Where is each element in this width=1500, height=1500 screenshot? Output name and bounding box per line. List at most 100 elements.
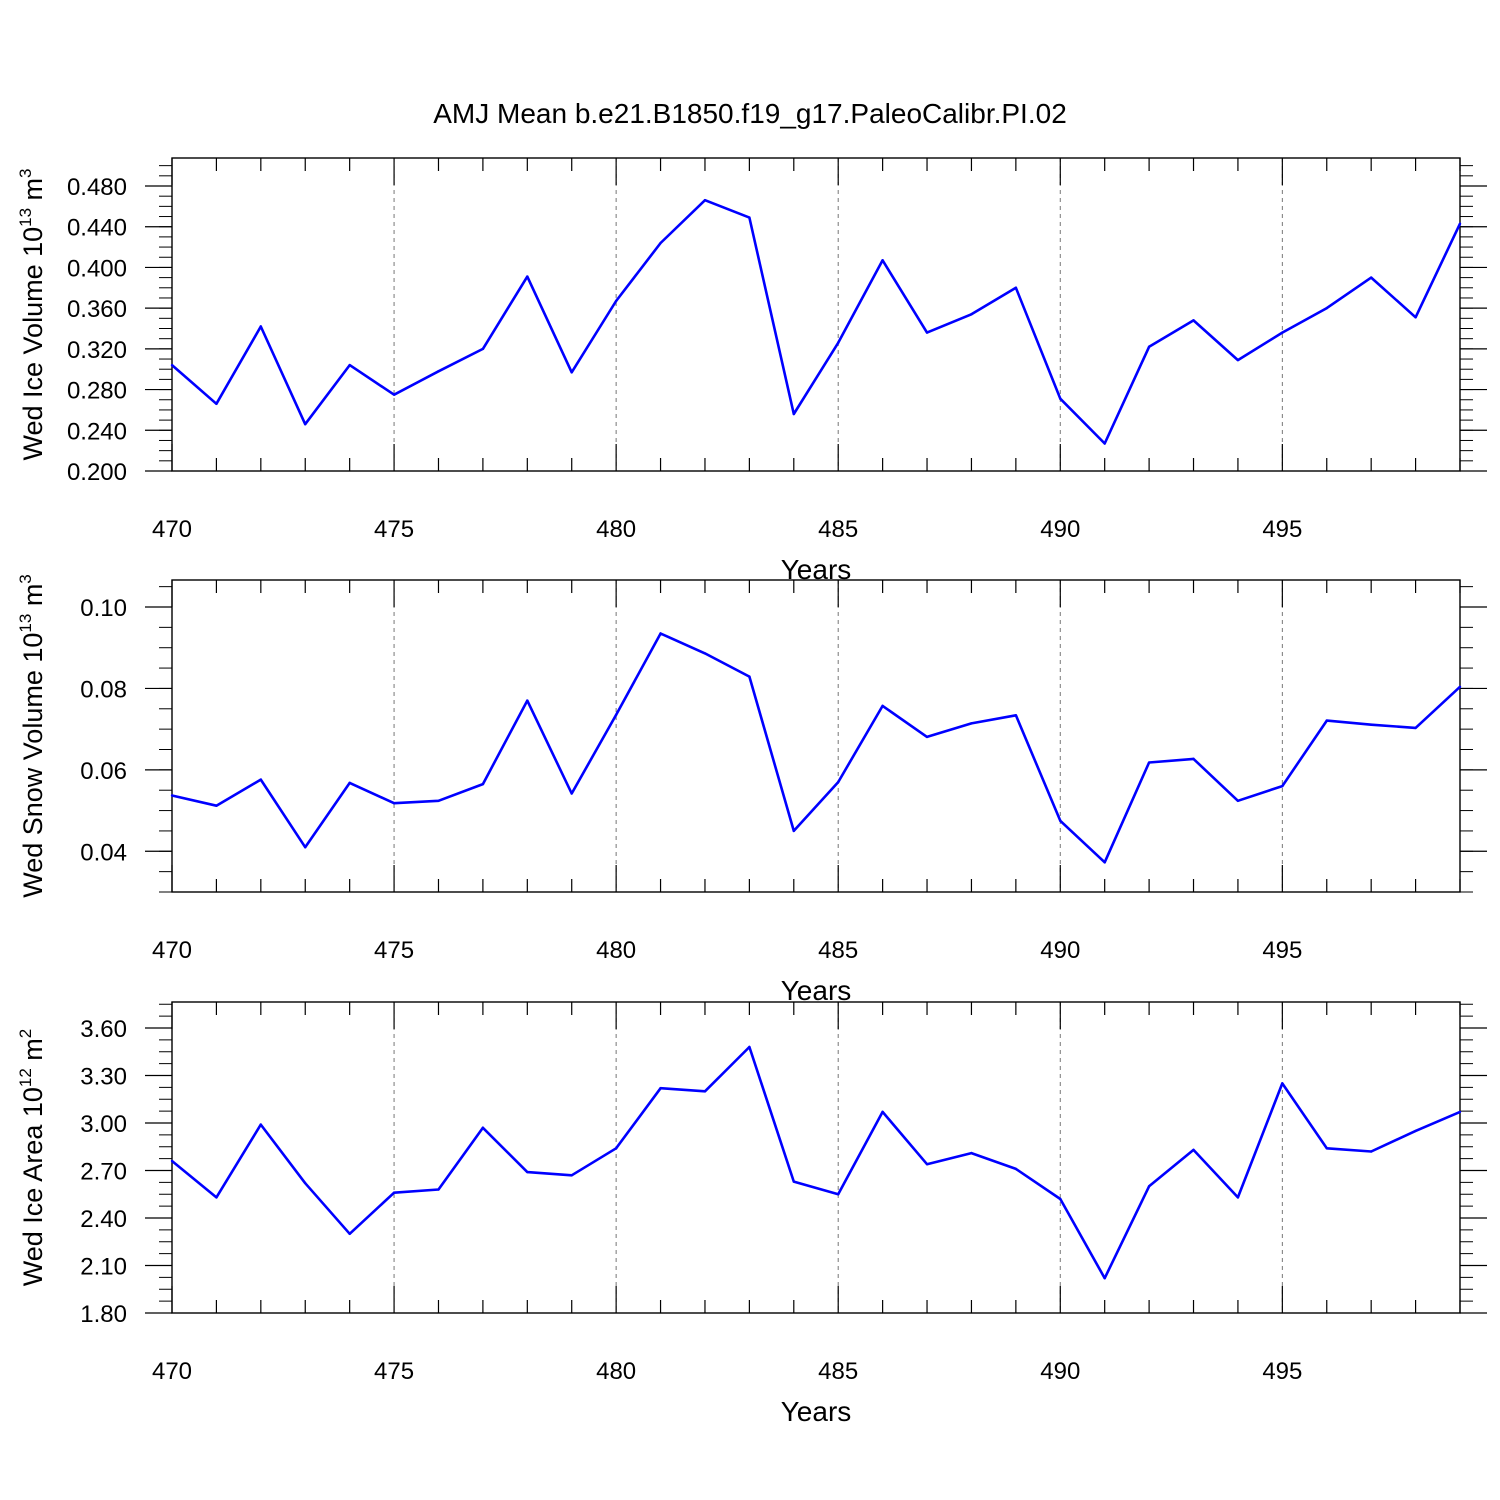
data-point: [1014, 1167, 1018, 1171]
y-tick-label: 0.240: [67, 418, 127, 445]
data-point: [1369, 276, 1373, 279]
plot-frame: [171, 157, 1461, 472]
x-tick-label: 490: [1040, 937, 1080, 964]
data-point: [437, 799, 440, 802]
data-point: [437, 370, 440, 373]
y-axis-label: Wed Snow Volume 1013 m3: [16, 574, 48, 898]
y-tick-label: 1.80: [80, 1301, 127, 1328]
y-tick-label: 2.70: [80, 1159, 127, 1186]
data-point: [526, 699, 529, 702]
data-point: [925, 735, 929, 739]
x-tick-label: 485: [818, 937, 858, 964]
data-point: [1147, 761, 1151, 764]
data-point: [348, 1232, 351, 1236]
data-point: [526, 1170, 529, 1174]
plot-frame: [171, 579, 1461, 893]
y-tick-label: 2.10: [80, 1254, 127, 1281]
data-point: [659, 1086, 662, 1090]
data-point: [837, 341, 840, 344]
data-point: [1103, 442, 1106, 445]
data-point: [1059, 1197, 1062, 1201]
data-point: [970, 722, 973, 725]
data-point: [259, 325, 263, 328]
data-point: [259, 1123, 263, 1126]
data-point: [215, 1196, 218, 1199]
panel-ice-volume: 470 475 480 485 490 495 0.200 0.240 0.280 0.320 0.…: [16, 157, 1487, 585]
data-point: [1059, 397, 1062, 400]
data-point: [1325, 306, 1328, 310]
y-tick-label: 0.04: [80, 839, 127, 866]
data-point: [1369, 723, 1373, 726]
series-line: [171, 632, 1461, 864]
x-tick-label: 475: [374, 1358, 414, 1385]
data-point: [1236, 358, 1240, 362]
panel-snow-volume: 470 475 480 485 490 495 0.04 0.06 0.08 0.10 Years W…: [16, 574, 1487, 1006]
data-point: [703, 199, 707, 202]
data-point: [792, 829, 795, 833]
data-point: [1325, 1147, 1328, 1150]
data-point: [792, 412, 795, 416]
data-point: [1014, 286, 1018, 289]
y-tick-label: 0.320: [67, 337, 127, 364]
data-point: [304, 422, 307, 426]
data-point: [570, 792, 573, 795]
data-point: [304, 1181, 307, 1185]
data-point: [614, 713, 618, 717]
x-tick-label: 490: [1040, 516, 1080, 543]
x-tick-label: 475: [374, 516, 414, 543]
data-point: [970, 313, 973, 316]
data-point: [570, 1174, 573, 1177]
y-tick-label: 0.200: [67, 459, 127, 486]
data-point: [1458, 1110, 1462, 1114]
data-point: [1414, 726, 1417, 730]
y-tick-label: 3.00: [80, 1111, 127, 1138]
x-tick-label: 495: [1262, 937, 1302, 964]
x-tick-label: 485: [818, 516, 858, 543]
data-point: [970, 1151, 973, 1155]
data-point: [392, 802, 396, 805]
x-tick-label: 475: [374, 937, 414, 964]
data-point: [348, 363, 351, 367]
data-point: [215, 402, 218, 406]
x-tick-label: 480: [596, 516, 636, 543]
y-tick-label: 0.06: [80, 758, 127, 785]
data-point: [703, 1090, 707, 1093]
plot-frame: [171, 1001, 1461, 1314]
y-tick-label: 0.440: [67, 215, 127, 242]
data-point: [392, 393, 396, 396]
data-point: [1458, 685, 1462, 688]
figure-title: AMJ Mean b.e21.B1850.f19_g17.PaleoCalibr…: [433, 98, 1067, 129]
data-point: [1192, 757, 1195, 761]
data-point: [748, 216, 751, 219]
y-tick-label: 0.480: [67, 174, 127, 201]
data-point: [437, 1188, 440, 1191]
data-point: [881, 1110, 884, 1114]
data-point: [1414, 1129, 1417, 1133]
data-point: [925, 1162, 929, 1166]
data-point: [748, 1045, 751, 1049]
data-point: [881, 259, 884, 262]
y-axis-label: Wed Ice Area 1012 m2: [16, 1029, 48, 1287]
x-tick-label: 495: [1262, 516, 1302, 543]
data-point: [526, 275, 529, 278]
data-point: [1147, 345, 1151, 349]
panel-ice-area: 470 475 480 485 490 495 1.80 2.10 2.40 2.70 3.00 3.…: [16, 1001, 1487, 1427]
data-point: [614, 299, 618, 303]
series-line: [171, 198, 1462, 445]
x-tick-label: 470: [152, 937, 192, 964]
data-point: [304, 846, 307, 849]
data-point: [925, 331, 929, 334]
x-axis-label: Years: [781, 1396, 852, 1427]
data-point: [170, 363, 174, 367]
data-point: [837, 780, 840, 784]
data-point: [259, 778, 263, 781]
data-point: [1059, 819, 1062, 822]
y-tick-label: 2.40: [80, 1206, 127, 1233]
data-point: [481, 347, 485, 351]
data-point: [1103, 1276, 1106, 1280]
y-tick-label: 0.400: [67, 255, 127, 282]
data-point: [1369, 1150, 1373, 1153]
y-tick-label: 0.360: [67, 296, 127, 323]
data-point: [392, 1191, 396, 1194]
